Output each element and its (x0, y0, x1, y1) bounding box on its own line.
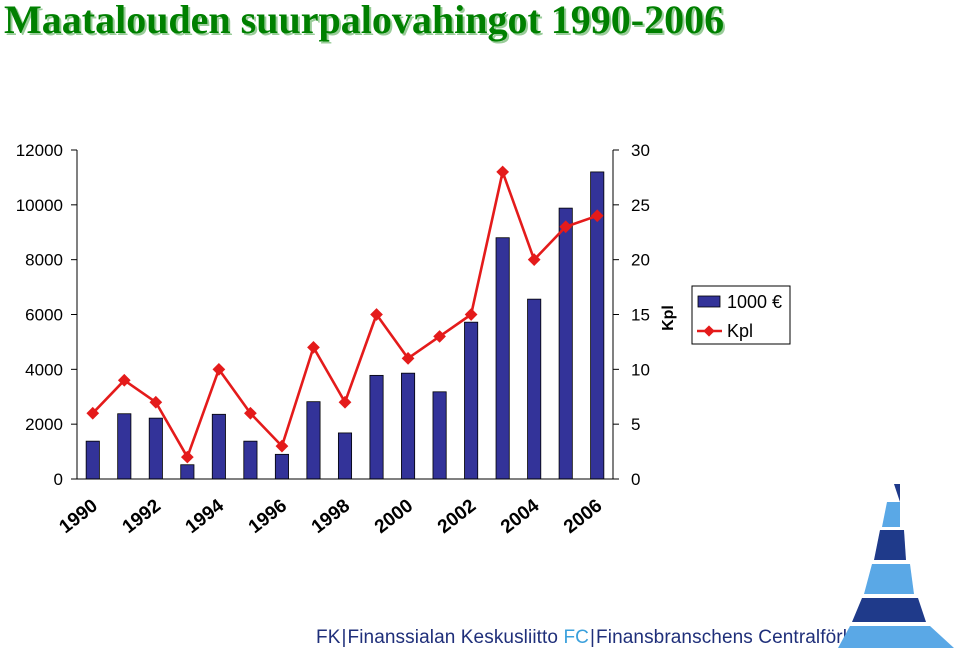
x-axis-tick-label: 1990 (56, 495, 102, 538)
bar (211, 413, 226, 480)
bar-series (77, 171, 613, 480)
footer-separator-1: | (341, 627, 347, 648)
footer-separator-2: | (590, 627, 596, 648)
bar (401, 372, 416, 480)
line-point (117, 373, 131, 387)
line-point (244, 406, 257, 420)
legend-label-bars: 1000 € (727, 292, 782, 312)
right-axis: 0 5 10 15 20 25 30 (612, 141, 650, 489)
left-axis-tick-label: 8000 (25, 251, 63, 270)
bar (558, 207, 573, 480)
line-point (180, 450, 194, 464)
left-axis-tick-label: 2000 (25, 415, 63, 434)
line-point (433, 330, 446, 343)
x-axis-tick-label: 2004 (497, 495, 544, 538)
line-point (275, 439, 289, 453)
bar (369, 374, 384, 480)
right-axis-label: Kpl (660, 305, 677, 331)
bar (117, 413, 132, 480)
footer-fk-name: Finanssialan Keskusliitto (347, 627, 559, 648)
line-point (86, 406, 100, 420)
line-series (86, 165, 604, 464)
footer-fk: FK (316, 627, 341, 648)
bar (148, 417, 163, 480)
right-axis-tick-label: 30 (631, 141, 650, 160)
bar (274, 453, 289, 480)
x-axis-tick-label: 1998 (308, 495, 354, 538)
line-series-path (91, 170, 598, 459)
footer-organization: FK|Finanssialan Keskusliitto FC|Finansbr… (316, 627, 885, 649)
legend-line-marker (703, 325, 715, 337)
line-point (149, 395, 163, 409)
line-point (338, 395, 352, 409)
left-axis: 0 2000 4000 6000 8000 10000 12000 (16, 141, 78, 489)
left-axis-tick-label: 10000 (16, 196, 63, 215)
x-axis-tick-label: 2006 (560, 495, 606, 538)
x-axis-tick-label: 1992 (119, 495, 165, 538)
line-point (370, 308, 383, 321)
line-point (401, 352, 415, 365)
footer-fc-name: Finansbranschens Centralförbund (596, 627, 886, 648)
right-axis-tick-label: 10 (631, 360, 650, 379)
footer-fc: FC (563, 627, 589, 648)
line-point (527, 253, 541, 267)
line-point (464, 308, 478, 321)
right-axis-tick-label: 25 (631, 196, 650, 215)
x-axis: 1990 1992 1994 1996 1998 2000 2002 2004 2006 (56, 495, 607, 538)
legend-bar-swatch (697, 295, 721, 308)
left-axis-tick-label: 4000 (25, 360, 63, 379)
bar (527, 298, 542, 480)
left-axis-tick-label: 12000 (16, 141, 63, 160)
bar (432, 391, 447, 480)
line-point (212, 362, 226, 376)
line-point (496, 165, 510, 179)
bar (243, 440, 258, 480)
right-axis-tick-label: 20 (631, 251, 650, 270)
bar (337, 432, 353, 480)
x-axis-tick-label: 2000 (371, 495, 417, 538)
x-axis-tick-label: 1994 (182, 495, 229, 538)
bar (306, 401, 321, 480)
x-axis-tick-label: 1996 (245, 495, 291, 538)
bar (495, 237, 510, 480)
right-axis-tick-label: 5 (631, 415, 640, 434)
legend: 1000 € Kpl (691, 285, 791, 345)
bar (180, 464, 195, 480)
pyramid-logo-icon (838, 484, 954, 648)
left-axis-tick-label: 0 (54, 470, 63, 489)
legend-label-line: Kpl (727, 321, 753, 341)
left-axis-tick-label: 6000 (25, 306, 63, 325)
line-point (307, 341, 320, 354)
chart-title: Maatalouden suurpalovahingot 1990-2006 (4, 0, 725, 42)
bar (464, 321, 479, 480)
right-axis-tick-label: 0 (631, 470, 640, 489)
right-axis-tick-label: 15 (631, 306, 650, 325)
x-axis-tick-label: 2002 (434, 495, 480, 538)
bar (85, 440, 100, 480)
